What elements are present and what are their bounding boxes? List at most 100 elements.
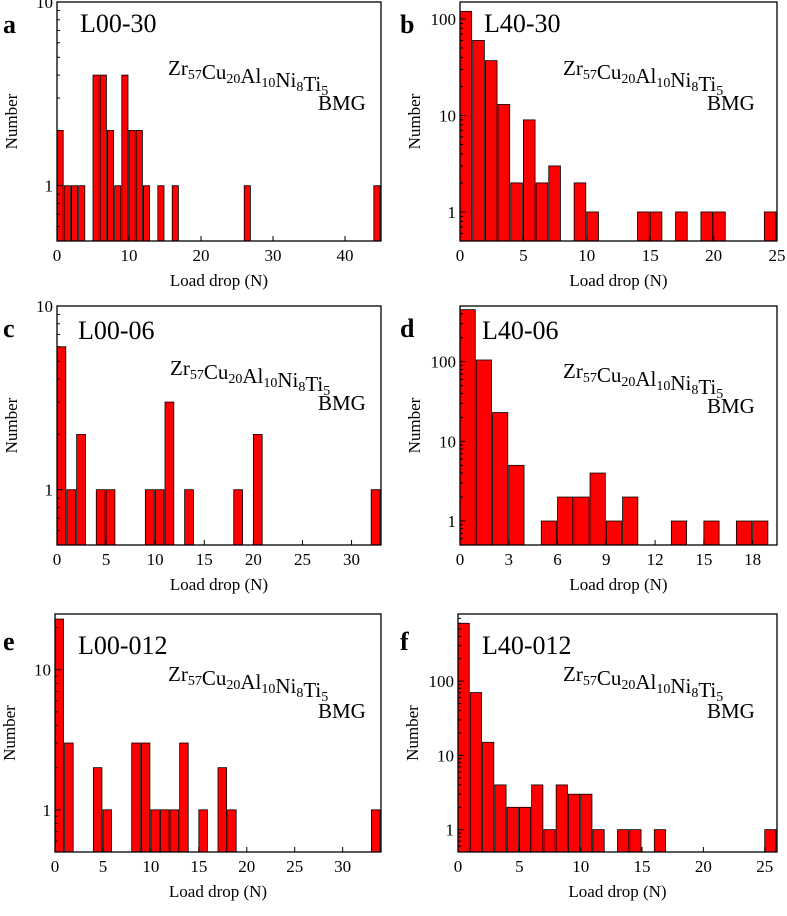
bar [56, 346, 67, 546]
x-tick-label: 15 [695, 550, 712, 569]
y-tick-label: 1 [448, 203, 457, 222]
x-tick-label: 15 [196, 550, 213, 569]
bar [171, 185, 179, 242]
bar [482, 741, 495, 853]
x-tick-label: 5 [99, 857, 108, 876]
formula-subscript: 20 [226, 678, 240, 693]
x-tick-label: 30 [265, 246, 282, 265]
chart-panel-b: 0 5 10 15 20 25 1 10 100 Load drop (N) Number b L40-… [400, 1, 786, 290]
x-tick-label: 20 [245, 550, 262, 569]
bar [169, 809, 180, 853]
panel-letter: d [400, 314, 415, 343]
formula-element: Al [240, 64, 261, 88]
x-tick-label: 15 [634, 857, 651, 876]
formula-subscript: 5 [716, 690, 723, 705]
chart-panel-e: 0 5 10 15 20 25 30 1 10 Load drop (N) Number e L00-0… [0, 613, 382, 901]
plot-frame [56, 305, 382, 546]
bar [543, 829, 556, 853]
bar [99, 74, 107, 242]
formula-subscript: 10 [263, 376, 277, 391]
bar [95, 489, 106, 546]
y-tick-label: 100 [431, 10, 457, 29]
formula-subscript: 8 [691, 80, 698, 95]
bar [243, 185, 251, 242]
bar [540, 520, 557, 546]
bar [459, 309, 476, 546]
bar [713, 211, 726, 242]
x-tick-label: 30 [343, 550, 360, 569]
formula-element: Al [242, 364, 263, 388]
formula-subscript: 20 [228, 372, 242, 387]
formula-subscript: 10 [261, 76, 275, 91]
bar [371, 809, 381, 853]
bar [580, 793, 593, 853]
x-tick-label: 0 [53, 550, 62, 569]
plot-frame [459, 305, 778, 546]
bar [71, 185, 79, 242]
bar [457, 622, 470, 853]
formula-subscript: 5 [716, 387, 723, 402]
bar [459, 10, 473, 242]
bar [472, 39, 485, 242]
material-formula: Zr57Cu20Al10Ni8Ti5 [563, 662, 723, 705]
x-axis-label: Load drop (N) [170, 575, 268, 594]
formula-subscript: 8 [296, 686, 303, 701]
bar [64, 742, 74, 853]
bar [518, 806, 532, 853]
formula-element: Ti [698, 72, 716, 96]
bar [629, 829, 642, 853]
x-tick-label: 30 [334, 857, 351, 876]
bar [76, 433, 86, 546]
formula-subscript: 57 [188, 68, 202, 83]
bar [637, 211, 650, 242]
panel-title: L00-30 [80, 9, 157, 38]
bar [523, 119, 536, 242]
bar [121, 74, 129, 242]
bar [114, 185, 122, 242]
formula-subscript: 57 [583, 674, 597, 689]
x-tick-label: 12 [647, 550, 664, 569]
bar [140, 742, 151, 853]
y-tick-label: 1 [446, 821, 455, 840]
x-tick-label: 0 [456, 550, 465, 569]
bar [670, 520, 687, 546]
chart-panel-c: 0 5 10 15 20 25 30 1 10 Load drop (N) Number c L00-0… [2, 297, 382, 594]
bar [92, 767, 103, 853]
bar [622, 496, 639, 546]
bar [252, 433, 263, 546]
x-tick-label: 18 [744, 550, 761, 569]
bar [764, 829, 777, 853]
y-tick-label: 10 [34, 661, 51, 680]
bar [735, 520, 753, 546]
y-tick-label: 1 [448, 512, 457, 531]
bar [154, 489, 165, 546]
bar [617, 829, 630, 853]
x-tick-label: 10 [121, 246, 138, 265]
bar [102, 809, 112, 853]
formula-element: Ni [275, 68, 296, 92]
formula-element: Ti [698, 375, 716, 399]
material-formula: Zr57Cu20Al10Ni8Ti5 [563, 359, 723, 402]
bar [592, 829, 605, 853]
panel-letter: a [3, 10, 16, 39]
bar [675, 211, 688, 242]
x-axis-label: Load drop (N) [568, 882, 666, 901]
formula-element: Cu [597, 60, 622, 84]
bar [105, 489, 116, 546]
bar [510, 182, 523, 242]
bar [589, 472, 606, 546]
bar [198, 809, 208, 853]
x-tick-label: 5 [102, 550, 111, 569]
x-tick-label: 20 [705, 246, 722, 265]
formula-subscript: 57 [583, 371, 597, 386]
formula-element: Zr [168, 56, 188, 80]
formula-element: Ni [277, 368, 298, 392]
material-formula: Zr57Cu20Al10Ni8Ti5 [170, 356, 330, 399]
x-axis-label: Load drop (N) [169, 882, 267, 901]
formula-element: Al [240, 670, 261, 694]
bar [573, 496, 590, 546]
formula-subscript: 20 [621, 375, 635, 390]
bar [497, 104, 511, 242]
bar [548, 165, 561, 242]
